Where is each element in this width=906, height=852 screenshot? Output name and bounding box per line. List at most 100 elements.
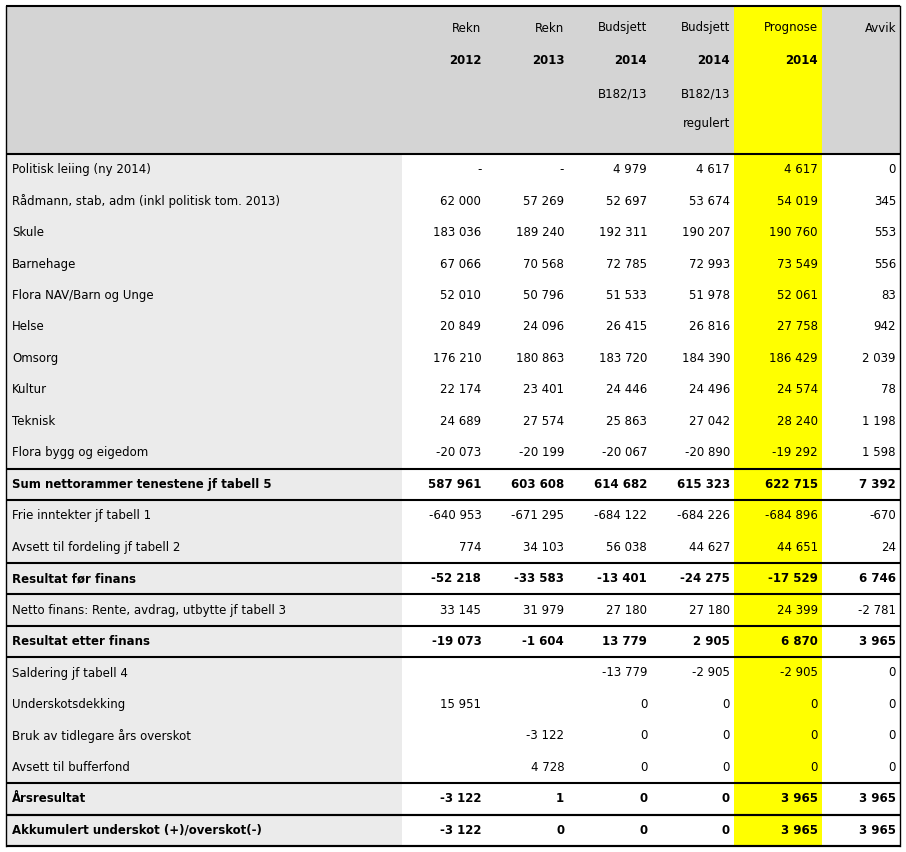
Text: Årsresultat: Årsresultat [12, 792, 86, 805]
Text: 614 682: 614 682 [593, 478, 647, 491]
Bar [402, 374, 486, 406]
Bar [402, 437, 486, 469]
Bar [6, 657, 402, 688]
Text: -13 779: -13 779 [602, 666, 647, 680]
Bar [568, 532, 651, 563]
Text: -640 953: -640 953 [429, 509, 481, 522]
Bar [568, 563, 651, 595]
Bar [6, 815, 402, 846]
Text: 27 758: 27 758 [776, 320, 817, 333]
Text: 189 240: 189 240 [516, 226, 564, 239]
Bar [6, 406, 402, 437]
Bar [568, 154, 651, 186]
Text: 0: 0 [639, 792, 647, 805]
Bar [402, 217, 486, 249]
Text: 603 608: 603 608 [511, 478, 564, 491]
Bar [822, 532, 900, 563]
Text: 52 010: 52 010 [440, 289, 481, 302]
Text: 20 849: 20 849 [440, 320, 481, 333]
Bar [734, 311, 822, 343]
Text: 28 240: 28 240 [776, 415, 817, 428]
Text: -684 122: -684 122 [594, 509, 647, 522]
Text: 176 210: 176 210 [433, 352, 481, 365]
Text: 34 103: 34 103 [524, 541, 564, 554]
Bar [734, 815, 822, 846]
Text: 183 036: 183 036 [433, 226, 481, 239]
Bar [568, 688, 651, 720]
Bar [734, 500, 822, 532]
Bar [734, 249, 822, 279]
Bar [734, 751, 822, 783]
Bar [402, 500, 486, 532]
Text: 622 715: 622 715 [765, 478, 817, 491]
Bar [6, 249, 402, 279]
Bar [822, 720, 900, 751]
Bar [734, 374, 822, 406]
Bar [402, 406, 486, 437]
Text: 27 180: 27 180 [606, 603, 647, 617]
Bar [651, 437, 734, 469]
Bar [568, 783, 651, 815]
Bar [651, 406, 734, 437]
Bar [568, 406, 651, 437]
Text: Barnehage: Barnehage [12, 257, 76, 271]
Text: -: - [560, 164, 564, 176]
Bar [402, 249, 486, 279]
Text: 27 574: 27 574 [523, 415, 564, 428]
Bar [568, 751, 651, 783]
Bar [651, 626, 734, 657]
Bar [734, 217, 822, 249]
Text: 180 863: 180 863 [516, 352, 564, 365]
Text: -3 122: -3 122 [526, 729, 564, 742]
Bar [568, 279, 651, 311]
Text: 78: 78 [882, 383, 896, 396]
Bar [734, 657, 822, 688]
Text: -52 218: -52 218 [431, 573, 481, 585]
Text: 3 965: 3 965 [781, 792, 817, 805]
Text: 0: 0 [810, 729, 817, 742]
Bar [6, 626, 402, 657]
Text: Rådmann, stab, adm (inkl politisk tom. 2013): Rådmann, stab, adm (inkl politisk tom. 2… [12, 194, 280, 208]
Bar [568, 815, 651, 846]
Bar [651, 343, 734, 374]
Text: 7 392: 7 392 [859, 478, 896, 491]
Text: -20 199: -20 199 [519, 446, 564, 459]
Bar [6, 154, 402, 186]
Text: 57 269: 57 269 [523, 194, 564, 208]
Bar [651, 374, 734, 406]
Text: B182/13: B182/13 [598, 88, 647, 101]
Text: -19 073: -19 073 [431, 635, 481, 648]
Text: -24 275: -24 275 [680, 573, 730, 585]
Text: 942: 942 [873, 320, 896, 333]
Text: 24 446: 24 446 [606, 383, 647, 396]
Bar [734, 563, 822, 595]
Text: Sum nettorammer tenestene jf tabell 5: Sum nettorammer tenestene jf tabell 5 [12, 478, 272, 491]
Text: 0: 0 [722, 792, 730, 805]
Bar [568, 217, 651, 249]
Bar [822, 688, 900, 720]
Bar [651, 186, 734, 217]
Text: 13 779: 13 779 [602, 635, 647, 648]
Text: 24 399: 24 399 [776, 603, 817, 617]
Bar [486, 406, 568, 437]
Text: 3 965: 3 965 [859, 792, 896, 805]
Bar [822, 437, 900, 469]
Text: 0: 0 [722, 824, 730, 837]
Text: 2014: 2014 [614, 55, 647, 67]
Text: -20 073: -20 073 [436, 446, 481, 459]
Text: 2 905: 2 905 [693, 635, 730, 648]
Text: 553: 553 [874, 226, 896, 239]
Text: 0: 0 [889, 666, 896, 680]
Text: 0: 0 [723, 698, 730, 711]
Text: 0: 0 [640, 698, 647, 711]
Bar [486, 217, 568, 249]
Text: 192 311: 192 311 [599, 226, 647, 239]
Text: Flora NAV/Barn og Unge: Flora NAV/Barn og Unge [12, 289, 154, 302]
Bar [6, 279, 402, 311]
Text: -20 067: -20 067 [602, 446, 647, 459]
Text: 345: 345 [873, 194, 896, 208]
Text: 190 207: 190 207 [681, 226, 730, 239]
Text: -: - [477, 164, 481, 176]
Text: regulert: regulert [683, 118, 730, 130]
Bar [486, 186, 568, 217]
